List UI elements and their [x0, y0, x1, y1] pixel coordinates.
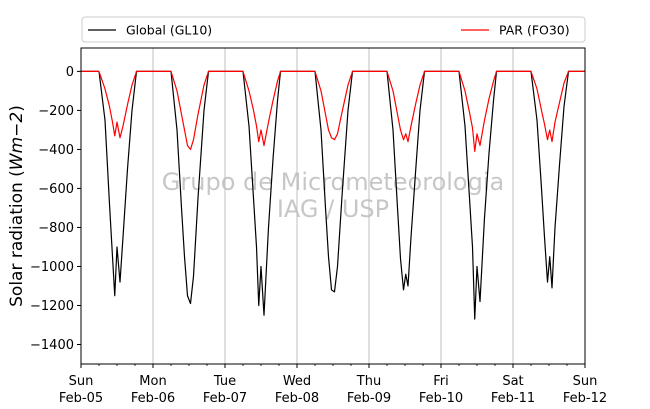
legend-frame	[81, 16, 586, 43]
watermark-line-2: IAG / USP	[277, 195, 389, 223]
x-tick-date: Feb-07	[203, 391, 247, 406]
y-tick-label: −1000	[30, 260, 74, 275]
y-tick-label: −200	[38, 104, 74, 119]
x-tick-day: Sun	[69, 374, 94, 389]
x-axis-ticks: Sun Feb-05 Mon Feb-06 Tue Feb-07 Wed Feb-08 Thu F…	[59, 364, 607, 406]
x-tick-day: Fri	[433, 374, 449, 389]
grid-lines	[152, 48, 514, 364]
watermark-line-1: Grupo de Micrometeorologia	[162, 168, 504, 196]
x-tick-date: Feb-05	[59, 391, 103, 406]
legend-label-par: PAR (FO30)	[499, 23, 570, 38]
y-axis-ticks: 0 −200 −400 −600 −800 −1000 −1200 −1400	[30, 65, 81, 353]
x-tick-date: Feb-06	[131, 391, 175, 406]
legend-label-global: Global (GL10)	[126, 23, 212, 38]
y-tick-label: −800	[38, 221, 74, 236]
y-tick-label: −400	[38, 143, 74, 158]
x-tick-day: Thu	[356, 374, 381, 389]
y-tick-label: 0	[66, 65, 74, 80]
x-tick-date: Feb-08	[275, 391, 319, 406]
y-tick-label: −1200	[30, 299, 74, 314]
x-tick-date: Feb-12	[563, 391, 607, 406]
x-tick-day: Tue	[213, 374, 236, 389]
y-tick-label: −1400	[30, 338, 74, 353]
y-tick-label: −600	[38, 182, 74, 197]
x-tick-day: Sat	[502, 374, 523, 389]
series-line-global	[98, 70, 585, 320]
series-layer	[81, 70, 585, 320]
x-tick-date: Feb-09	[347, 391, 391, 406]
x-tick-day: Mon	[139, 374, 166, 389]
watermark: Grupo de Micrometeorologia IAG / USP	[162, 168, 504, 223]
y-axis-title: Solar radiation (Wm−2)	[7, 105, 27, 307]
x-tick-day: Wed	[283, 374, 311, 389]
x-tick-date: Feb-11	[491, 391, 535, 406]
x-tick-day: Sun	[573, 374, 598, 389]
legend: Global (GL10) PAR (FO30)	[81, 16, 586, 43]
series-line-par	[98, 70, 585, 152]
x-tick-date: Feb-10	[419, 391, 463, 406]
